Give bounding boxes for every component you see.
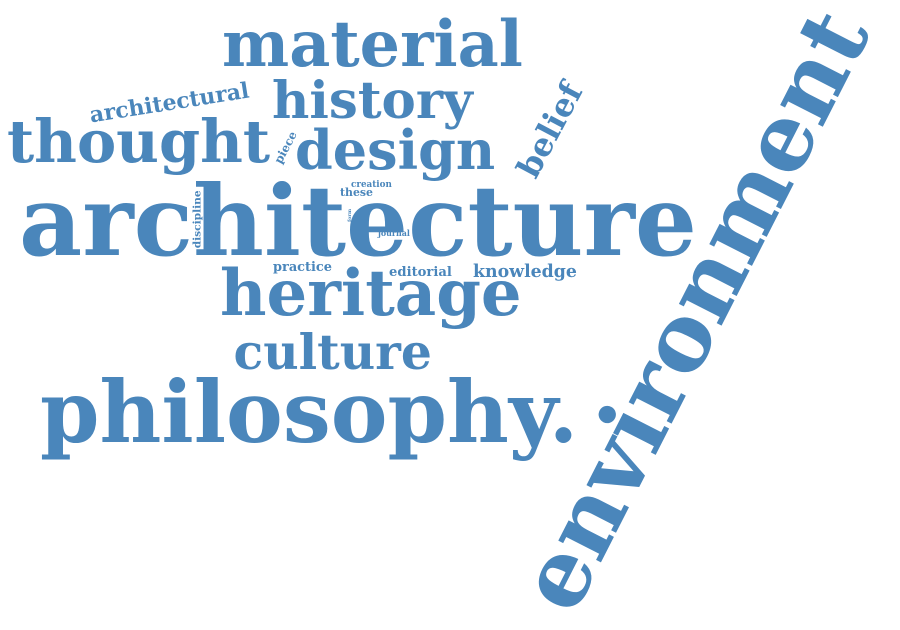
word-material: material bbox=[222, 5, 523, 81]
word-history: history bbox=[272, 71, 473, 131]
word-form: form bbox=[346, 208, 353, 222]
word-editorial: editorial bbox=[389, 265, 452, 280]
word-architecture: architecture bbox=[19, 164, 697, 279]
word-journal: journal bbox=[378, 229, 410, 238]
word-creation: creation bbox=[351, 179, 392, 190]
word-heritage: heritage bbox=[220, 255, 522, 331]
word-practice: practice bbox=[273, 260, 332, 275]
word-discipline: discipline bbox=[190, 189, 204, 248]
word-knowledge: knowledge bbox=[473, 262, 577, 282]
word-thought: thought bbox=[7, 107, 271, 176]
word-culture: culture bbox=[233, 322, 432, 381]
word-philosophy: philosophy. bbox=[40, 363, 579, 463]
word-design: design bbox=[295, 118, 496, 182]
word-these: these bbox=[340, 185, 373, 199]
